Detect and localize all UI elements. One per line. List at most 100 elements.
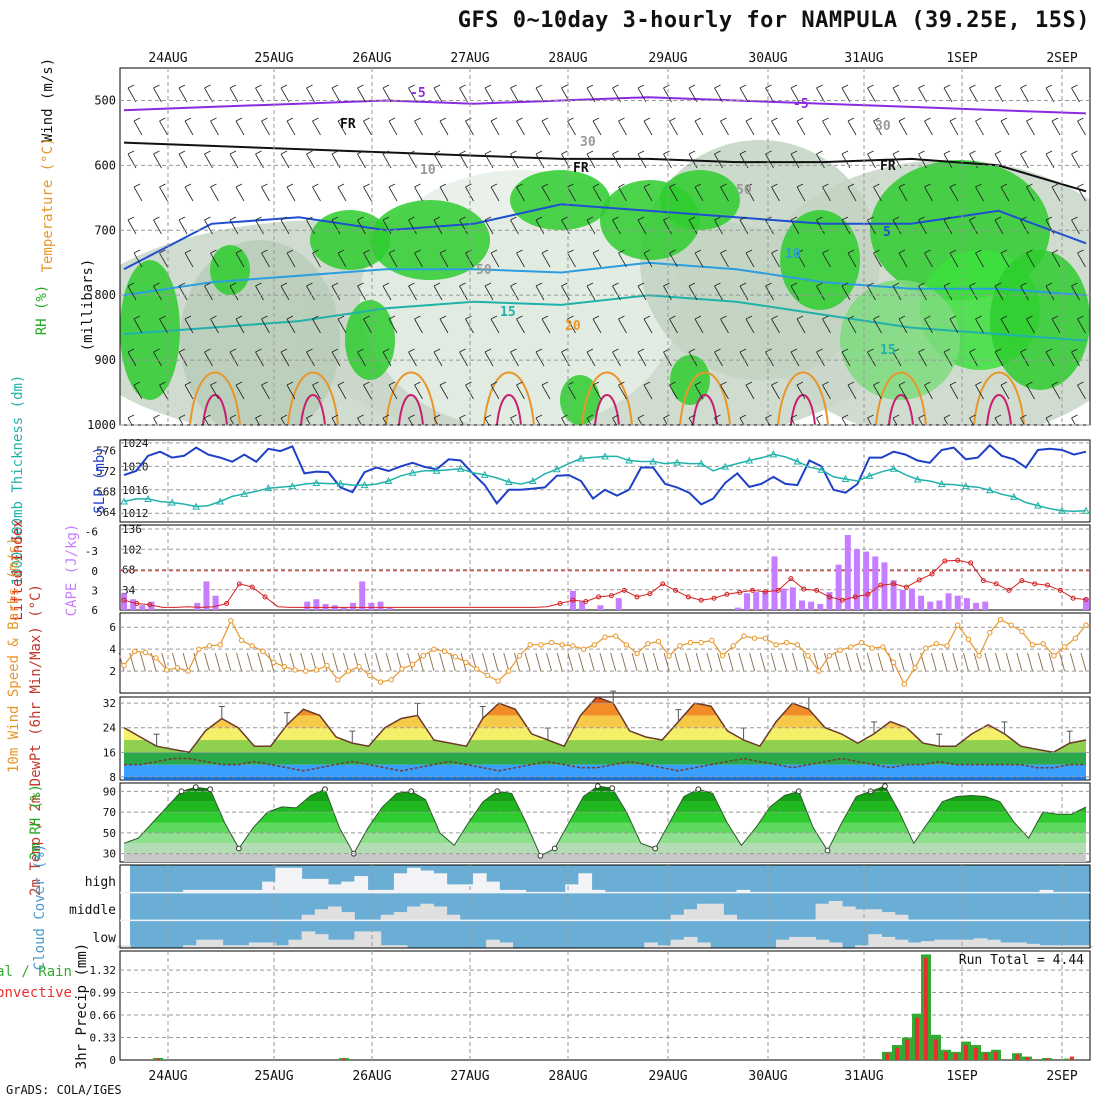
wind-barb: [962, 652, 969, 672]
thickness-point: [937, 480, 946, 488]
cloud-middle-bar: [894, 914, 909, 921]
wind-barb: [949, 252, 959, 268]
wind-barb: [943, 153, 953, 169]
wind-barb: [824, 652, 830, 672]
wind-barb: [994, 285, 1004, 301]
wind-barb-flag: [943, 282, 951, 287]
wind-barb: [246, 652, 253, 672]
wind-speed-point: [174, 665, 181, 671]
precip-conv-bar: [974, 1047, 978, 1060]
cloud-low-bar: [868, 934, 882, 948]
cloud-high-bar: [262, 881, 276, 893]
wind-barb: [994, 219, 1004, 235]
wind-barb: [306, 351, 315, 367]
wind-barb-flag: [1051, 381, 1059, 386]
precip-tick-label: 0: [109, 1054, 116, 1067]
wind-barb-flag: [439, 117, 447, 122]
wind-speed-point: [677, 643, 683, 649]
wind-barb-flag: [210, 117, 217, 122]
wind-barb-flag: [618, 183, 625, 188]
wind-barb: [306, 219, 315, 235]
wind-barb-flag: [159, 315, 166, 320]
wind-barb-flag: [255, 84, 262, 89]
wind-barb: [949, 186, 959, 202]
cloud-high-bar: [301, 878, 316, 893]
wind-barb: [1020, 219, 1029, 235]
cloud-high-bar: [341, 881, 355, 893]
wind-barb: [503, 652, 510, 672]
wind-barb: [1026, 384, 1035, 400]
precip-tick-label: 0.33: [90, 1032, 117, 1045]
wind-barb-flag: [918, 282, 925, 287]
wind-barb: [643, 318, 653, 334]
wind-barb-flag: [637, 216, 645, 221]
wind-barb-flag: [949, 381, 957, 386]
temp-band: [124, 764, 1086, 777]
wind-barb: [414, 384, 423, 400]
wind-barb: [484, 417, 490, 425]
wind-barb: [357, 417, 362, 425]
wind-tick-label: 6: [109, 621, 116, 634]
wind-barb: [898, 252, 908, 268]
wind-barb: [867, 219, 876, 235]
wind-barb: [1045, 417, 1051, 425]
moisture-area: [660, 170, 740, 230]
wind-barb-flag: [261, 249, 268, 254]
wind-speed-point: [260, 648, 266, 655]
wind-barb: [873, 120, 882, 136]
wind-barb: [153, 417, 158, 425]
wind-barb-flag: [510, 216, 517, 221]
wind-barb-flag: [796, 315, 804, 320]
wind-speed-point: [987, 630, 993, 636]
wind-barb-flag: [286, 381, 294, 386]
wind-speed-point: [548, 639, 555, 646]
wind-barb-flag: [516, 249, 523, 254]
cloud-high-bar: [248, 889, 263, 893]
wind-barb: [994, 417, 1000, 425]
cloud-low-bar: [1026, 943, 1041, 948]
wind-barb: [745, 384, 755, 400]
wind-barb: [694, 318, 704, 334]
wind-speed-point: [527, 642, 533, 648]
wind-barb: [669, 252, 678, 268]
wind-speed-point: [249, 643, 255, 649]
li-point: [262, 594, 268, 600]
wind-barb-flag: [637, 414, 645, 419]
wind-barb-flag: [306, 414, 313, 419]
ylabel-temp2m: 2m Temp / 2m DewPt (6hr Min/Max) (°C): [28, 584, 44, 896]
wind-barb-flag: [286, 315, 294, 320]
wind-barb-flag: [1051, 183, 1059, 188]
wind-barb-flag: [484, 414, 492, 419]
wind-barb-flag: [184, 381, 192, 386]
wind-barb-flag: [720, 249, 727, 254]
li-point: [596, 594, 602, 600]
date-label-top: 26AUG: [352, 51, 391, 66]
wind-barb-flag: [822, 381, 829, 386]
wind-barb: [1000, 186, 1010, 202]
warm-contour: [189, 371, 241, 425]
wind-barb: [490, 186, 500, 202]
wind-barb: [1051, 384, 1061, 400]
wind-barb-flag: [669, 381, 676, 386]
thickness-point: [577, 454, 585, 462]
cloud-high-bar: [486, 881, 500, 893]
wind-barb-flag: [943, 84, 951, 89]
wind-barb-flag: [357, 216, 364, 221]
cape-bar: [780, 588, 787, 610]
wind-barb: [465, 318, 474, 334]
wind-barb: [153, 87, 162, 103]
wind-barb: [535, 219, 545, 235]
date-label-top: 30AUG: [748, 51, 787, 66]
wind-barb: [949, 318, 959, 334]
wind-barb-flag: [229, 348, 237, 353]
wind-barb: [535, 285, 545, 301]
wind-barb: [561, 417, 566, 425]
wind-barb-flag: [688, 84, 696, 89]
wind-barb: [841, 285, 851, 301]
wind-barb-flag: [918, 84, 925, 89]
wind-barb: [312, 252, 321, 268]
wind-barb-flag: [867, 414, 874, 419]
moisture-area: [990, 250, 1090, 390]
wind-barb-flag: [439, 381, 447, 386]
wind-speed-point: [409, 661, 416, 668]
